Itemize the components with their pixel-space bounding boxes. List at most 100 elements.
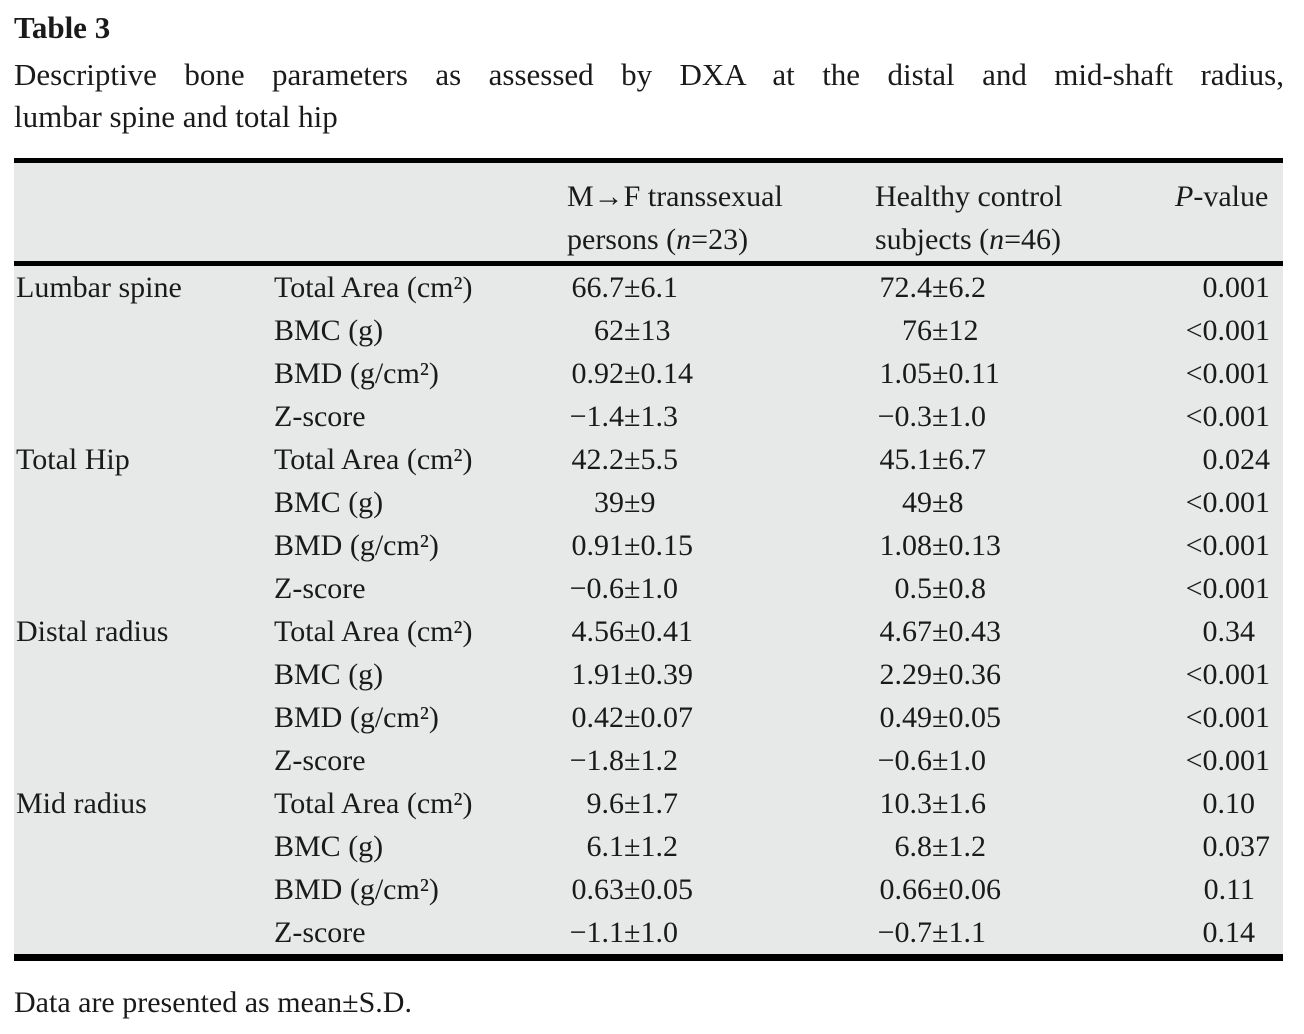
- param-cell: BMC (g): [274, 486, 384, 519]
- table-label: Table 3: [14, 10, 111, 45]
- table-row: Z-score −1.1±1.0 −0.7±1.1 0.14: [14, 911, 1283, 958]
- pvalue-cell: 0.10: [1202, 787, 1256, 820]
- table-row: BMD (g/cm²) 0.42±0.07 0.49±0.05 <0.001: [14, 696, 1283, 739]
- mf-value-cell: 6.1±1.2: [586, 830, 678, 863]
- region-cell: [14, 352, 274, 395]
- control-value-cell: 72.4±6.2: [879, 271, 986, 304]
- control-value-cell: 45.1±6.7: [879, 443, 986, 476]
- region-cell: Total Hip: [16, 443, 130, 476]
- pvalue-cell: <0.001: [1185, 529, 1270, 562]
- param-cell: BMD (g/cm²): [274, 357, 439, 390]
- mf-value-cell: 39±9: [594, 486, 656, 519]
- pvalue-cell: 0.037: [1202, 830, 1271, 863]
- table-row: BMD (g/cm²) 0.91±0.15 1.08±0.13 <0.001: [14, 524, 1283, 567]
- control-value-cell: 0.66±0.06: [879, 873, 1001, 906]
- pvalue-cell: 0.11: [1203, 873, 1255, 906]
- control-value-cell: 1.08±0.13: [879, 529, 1001, 562]
- mf-value-cell: 0.91±0.15: [571, 529, 693, 562]
- region-cell: Mid radius: [16, 787, 147, 820]
- table-caption: Descriptive bone parameters as assessed …: [14, 54, 1284, 138]
- pvalue-cell: 0.001: [1202, 271, 1271, 304]
- pvalue-cell: <0.001: [1185, 701, 1270, 734]
- control-value-cell: 6.8±1.2: [894, 830, 986, 863]
- header-group-control: Healthy control subjects (n=46): [862, 160, 1175, 266]
- header-group-mf: M→F transsexual persons (n=23): [554, 160, 862, 266]
- control-value-cell: −0.6±1.0: [877, 744, 986, 777]
- control-value-cell: 0.5±0.8: [894, 572, 986, 605]
- control-value-cell: 49±8: [902, 486, 964, 519]
- param-cell: Total Area (cm²): [274, 443, 473, 476]
- param-cell: BMD (g/cm²): [274, 873, 439, 906]
- table-row: Distal radius Total Area (cm²) 4.56±0.41…: [14, 610, 1283, 653]
- pvalue-cell: <0.001: [1185, 400, 1270, 433]
- region-cell: [14, 524, 274, 567]
- table-row: Lumbar spine Total Area (cm²) 66.7±6.1 7…: [14, 264, 1283, 310]
- region-cell: [14, 653, 274, 696]
- header-pvalue: P-value: [1175, 160, 1283, 266]
- bone-parameters-table: M→F transsexual persons (n=23) Healthy c…: [14, 158, 1283, 961]
- mf-value-cell: 66.7±6.1: [571, 271, 678, 304]
- table-row: BMC (g) 6.1±1.2 6.8±1.2 0.037: [14, 825, 1283, 868]
- param-cell: Total Area (cm²): [274, 271, 473, 304]
- region-cell: [14, 395, 274, 438]
- header-hc-line2: subjects (n=46): [875, 223, 1062, 256]
- table-row: Z-score −0.6±1.0 0.5±0.8 <0.001: [14, 567, 1283, 610]
- table-row: BMD (g/cm²) 0.63±0.05 0.66±0.06 0.11: [14, 868, 1283, 911]
- control-value-cell: −0.3±1.0: [877, 400, 986, 433]
- table-row: Total Hip Total Area (cm²) 42.2±5.5 45.1…: [14, 438, 1283, 481]
- header-pvalue-label: P-value: [1175, 180, 1269, 213]
- pvalue-cell: <0.001: [1185, 744, 1270, 777]
- param-cell: Total Area (cm²): [274, 787, 473, 820]
- region-cell: Lumbar spine: [16, 271, 182, 304]
- control-value-cell: 2.29±0.36: [879, 658, 1001, 691]
- control-value-cell: −0.7±1.1: [877, 916, 986, 949]
- caption-line-1: Descriptive bone parameters as assessed …: [14, 57, 1284, 92]
- region-cell: [14, 739, 274, 782]
- pvalue-cell: <0.001: [1185, 314, 1270, 347]
- mf-value-cell: 62±13: [594, 314, 671, 347]
- pvalue-cell: <0.001: [1185, 486, 1270, 519]
- mf-value-cell: −0.6±1.0: [569, 572, 678, 605]
- pvalue-cell: <0.001: [1185, 658, 1270, 691]
- pvalue-cell: 0.14: [1202, 916, 1256, 949]
- mf-value-cell: 1.91±0.39: [571, 658, 693, 691]
- region-cell: Distal radius: [16, 615, 169, 648]
- param-cell: Total Area (cm²): [274, 615, 473, 648]
- param-cell: BMC (g): [274, 314, 384, 347]
- table-row: BMC (g) 1.91±0.39 2.29±0.36 <0.001: [14, 653, 1283, 696]
- control-value-cell: 10.3±1.6: [879, 787, 986, 820]
- header-mf-line2: persons (n=23): [567, 223, 749, 256]
- header-param-spacer: [274, 160, 554, 266]
- region-cell: [14, 309, 274, 352]
- control-value-cell: 1.05±0.11: [879, 357, 1000, 390]
- control-value-cell: 0.49±0.05: [879, 701, 1001, 734]
- table-row: BMD (g/cm²) 0.92±0.14 1.05±0.11 <0.001: [14, 352, 1283, 395]
- param-cell: Z-score: [274, 916, 366, 949]
- region-cell: [14, 911, 274, 958]
- caption-line-2: lumbar spine and total hip: [14, 99, 338, 134]
- region-cell: [14, 567, 274, 610]
- pvalue-cell: 0.34: [1202, 615, 1256, 648]
- mf-value-cell: 0.92±0.14: [571, 357, 693, 390]
- region-cell: [14, 696, 274, 739]
- param-cell: BMD (g/cm²): [274, 701, 439, 734]
- pvalue-cell: <0.001: [1185, 357, 1270, 390]
- pvalue-cell: 0.024: [1202, 443, 1271, 476]
- param-cell: Z-score: [274, 400, 366, 433]
- table-row: BMC (g) 39±9 49±8 <0.001: [14, 481, 1283, 524]
- mf-value-cell: 9.6±1.7: [586, 787, 678, 820]
- mf-value-cell: −1.8±1.2: [569, 744, 678, 777]
- pvalue-cell: <0.001: [1185, 572, 1270, 605]
- region-cell: [14, 825, 274, 868]
- header-hc-line1: Healthy control: [875, 180, 1063, 213]
- header-region-spacer: [14, 160, 274, 266]
- param-cell: BMC (g): [274, 830, 384, 863]
- header-row: M→F transsexual persons (n=23) Healthy c…: [14, 160, 1283, 266]
- region-cell: [14, 868, 274, 911]
- mf-value-cell: 4.56±0.41: [571, 615, 693, 648]
- param-cell: BMC (g): [274, 658, 384, 691]
- table-row: BMC (g) 62±13 76±12 <0.001: [14, 309, 1283, 352]
- mf-value-cell: 0.63±0.05: [571, 873, 693, 906]
- header-mf-line1: M→F transsexual: [567, 180, 783, 213]
